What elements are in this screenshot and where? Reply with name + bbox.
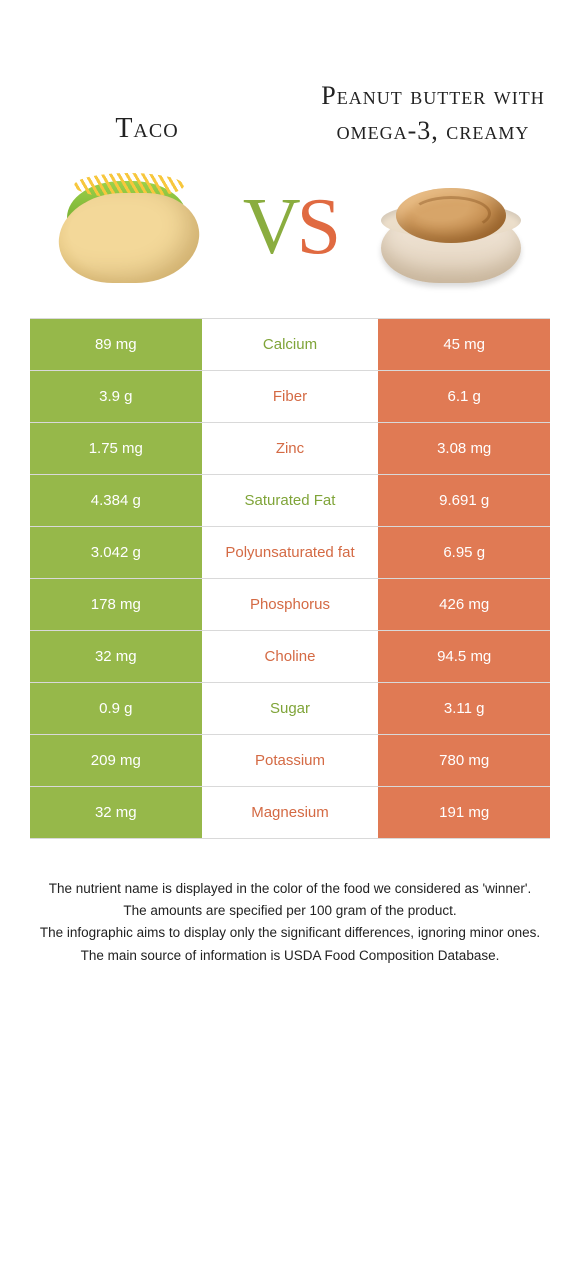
- left-value-cell: 32 mg: [30, 787, 202, 838]
- vs-s: S: [297, 182, 338, 273]
- nutrient-label-cell: Saturated Fat: [202, 475, 379, 526]
- right-value-cell: 94.5 mg: [378, 631, 550, 682]
- table-row: 3.9 gFiber6.1 g: [30, 371, 550, 423]
- footnote-line: The amounts are specified per 100 gram o…: [30, 901, 550, 921]
- left-food-header: Taco: [30, 20, 264, 148]
- nutrient-label-cell: Fiber: [202, 371, 379, 422]
- right-food-title: Peanut butter with omega-3, creamy: [316, 78, 550, 148]
- right-value-cell: 6.1 g: [378, 371, 550, 422]
- comparison-table: 89 mgCalcium45 mg3.9 gFiber6.1 g1.75 mgZ…: [30, 318, 550, 839]
- table-row: 89 mgCalcium45 mg: [30, 319, 550, 371]
- nutrient-label-cell: Choline: [202, 631, 379, 682]
- right-value-cell: 191 mg: [378, 787, 550, 838]
- nutrient-label-cell: Calcium: [202, 319, 379, 370]
- table-row: 32 mgCholine94.5 mg: [30, 631, 550, 683]
- right-value-cell: 426 mg: [378, 579, 550, 630]
- nutrient-label-cell: Sugar: [202, 683, 379, 734]
- nutrient-label-cell: Zinc: [202, 423, 379, 474]
- left-value-cell: 3.9 g: [30, 371, 202, 422]
- left-value-cell: 3.042 g: [30, 527, 202, 578]
- table-row: 1.75 mgZinc3.08 mg: [30, 423, 550, 475]
- footnote-line: The nutrient name is displayed in the co…: [30, 879, 550, 899]
- left-value-cell: 4.384 g: [30, 475, 202, 526]
- right-value-cell: 3.08 mg: [378, 423, 550, 474]
- nutrient-label-cell: Magnesium: [202, 787, 379, 838]
- table-row: 0.9 gSugar3.11 g: [30, 683, 550, 735]
- footnote-line: The main source of information is USDA F…: [30, 946, 550, 966]
- left-food-title: Taco: [30, 110, 264, 148]
- footnotes: The nutrient name is displayed in the co…: [30, 879, 550, 966]
- left-value-cell: 32 mg: [30, 631, 202, 682]
- nutrient-label-cell: Potassium: [202, 735, 379, 786]
- vs-label: VS: [243, 182, 337, 273]
- table-row: 4.384 gSaturated Fat9.691 g: [30, 475, 550, 527]
- table-row: 3.042 gPolyunsaturated fat6.95 g: [30, 527, 550, 579]
- peanut-butter-icon: [376, 168, 526, 288]
- taco-icon: [49, 173, 209, 283]
- left-value-cell: 0.9 g: [30, 683, 202, 734]
- left-value-cell: 209 mg: [30, 735, 202, 786]
- footnote-line: The infographic aims to display only the…: [30, 923, 550, 943]
- nutrient-label-cell: Polyunsaturated fat: [202, 527, 379, 578]
- right-value-cell: 9.691 g: [378, 475, 550, 526]
- right-value-cell: 3.11 g: [378, 683, 550, 734]
- left-value-cell: 178 mg: [30, 579, 202, 630]
- right-value-cell: 780 mg: [378, 735, 550, 786]
- left-value-cell: 89 mg: [30, 319, 202, 370]
- left-value-cell: 1.75 mg: [30, 423, 202, 474]
- nutrient-label-cell: Phosphorus: [202, 579, 379, 630]
- right-value-cell: 6.95 g: [378, 527, 550, 578]
- infographic-container: Taco Peanut butter with omega-3, creamy …: [0, 0, 580, 998]
- right-food-header: Peanut butter with omega-3, creamy: [316, 78, 550, 148]
- right-food-image: [352, 168, 550, 288]
- table-row: 209 mgPotassium780 mg: [30, 735, 550, 787]
- images-row: VS: [30, 168, 550, 288]
- vs-v: V: [243, 182, 297, 273]
- left-food-image: [30, 173, 228, 283]
- table-row: 32 mgMagnesium191 mg: [30, 787, 550, 839]
- table-row: 178 mgPhosphorus426 mg: [30, 579, 550, 631]
- header-row: Taco Peanut butter with omega-3, creamy: [30, 20, 550, 148]
- right-value-cell: 45 mg: [378, 319, 550, 370]
